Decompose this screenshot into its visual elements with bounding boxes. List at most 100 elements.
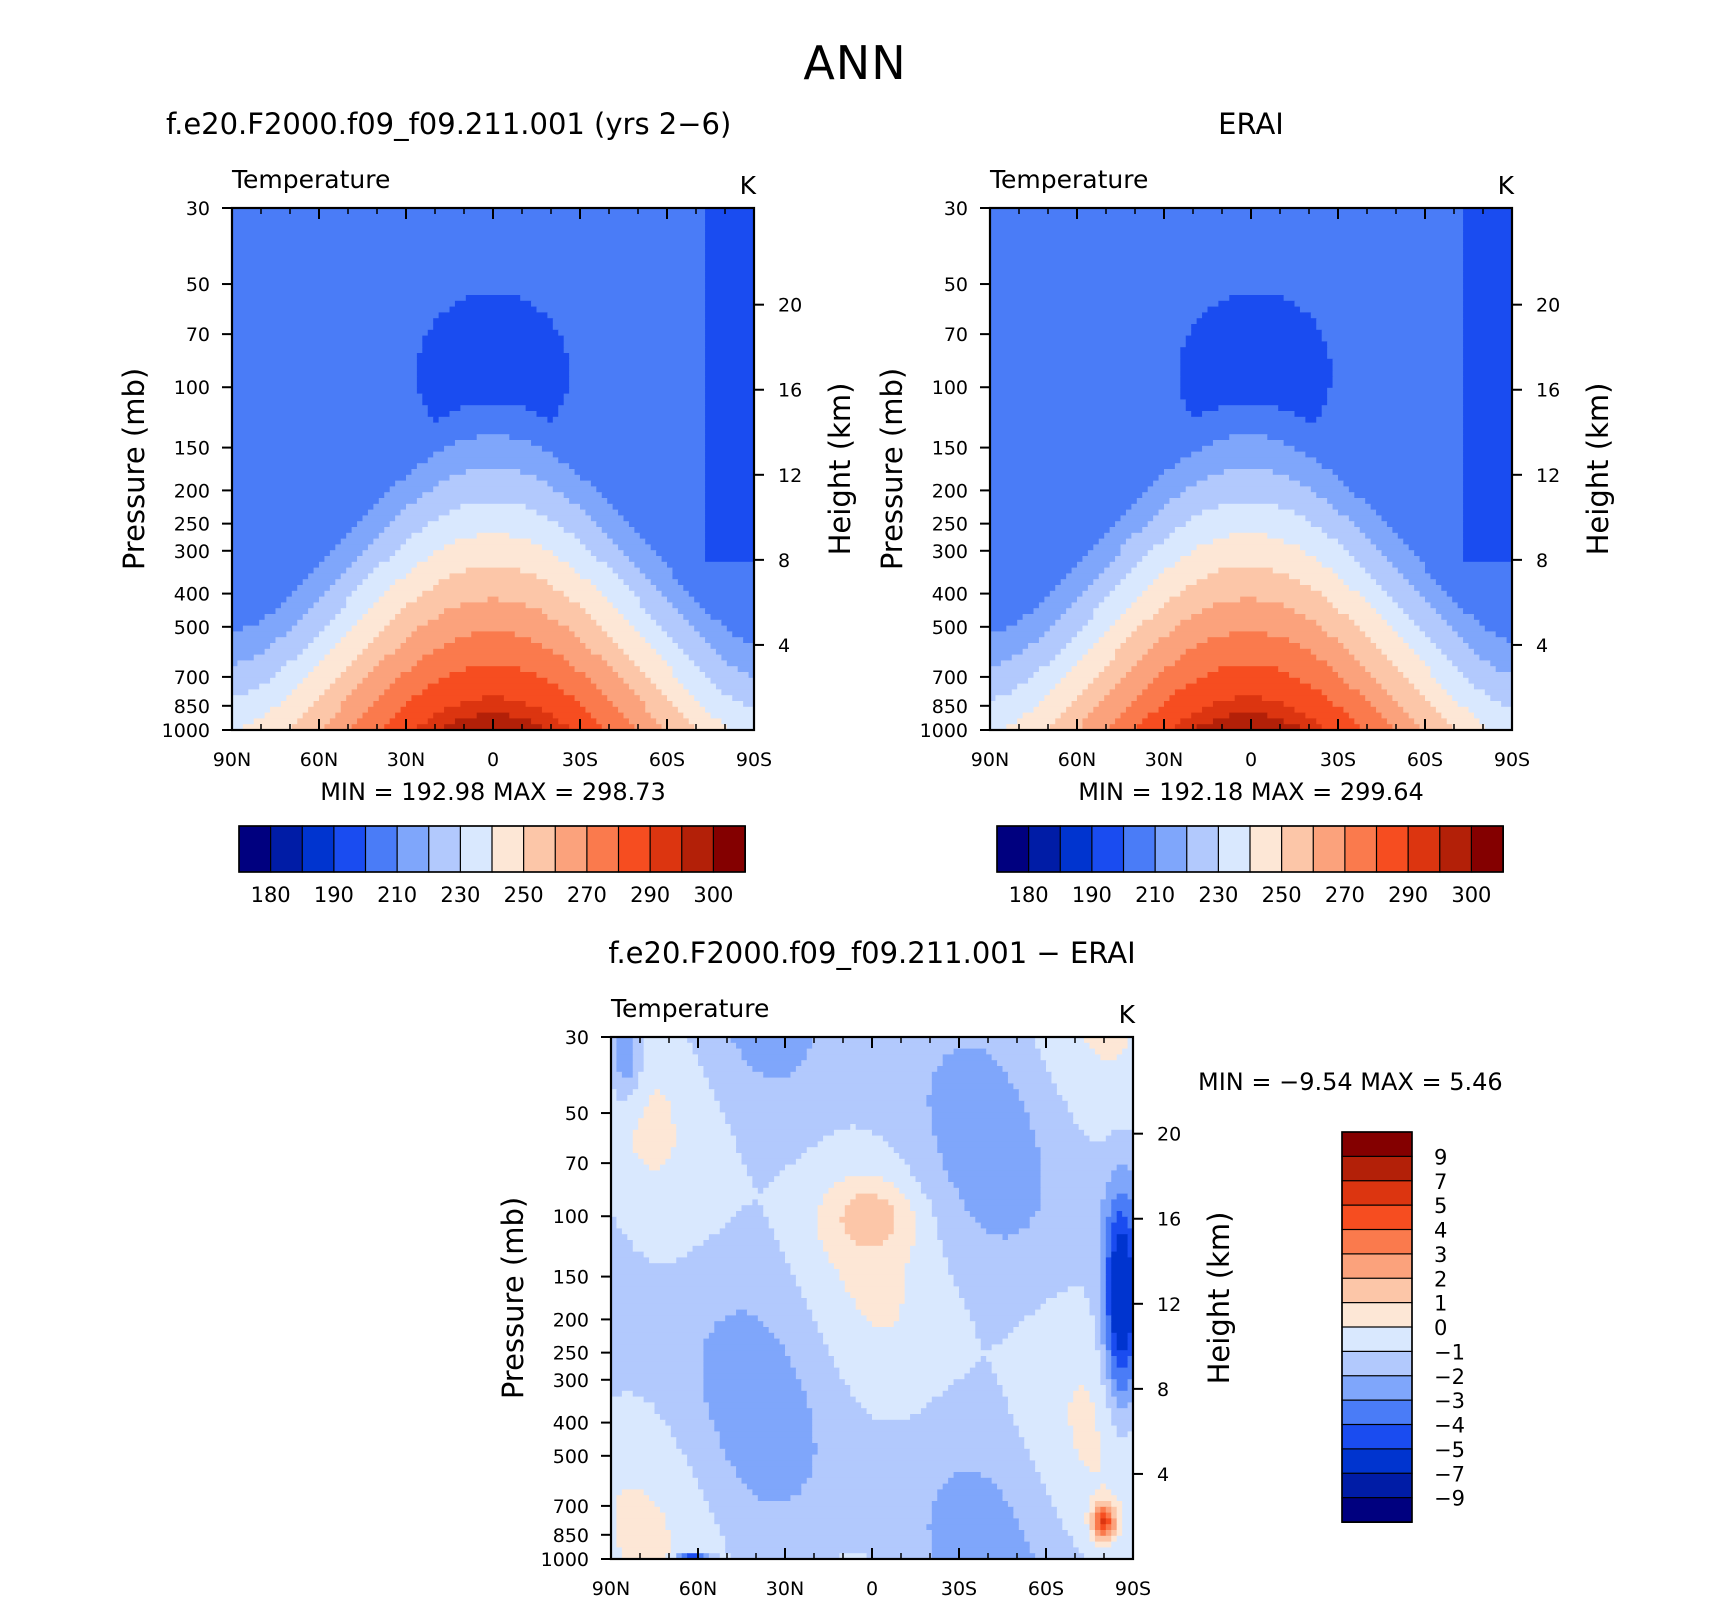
colorbar-model-swatch (459, 825, 494, 873)
colorbar-model-swatch (270, 825, 304, 873)
panel-diff-ytick-label: 300 (553, 1370, 589, 1392)
colorbar-diff-swatch (1341, 1302, 1413, 1329)
panel-diff-y2tick-label: 12 (1157, 1294, 1181, 1316)
colorbar-diff-swatch (1341, 1155, 1413, 1182)
panel-erai-xtick-label: 0 (1245, 749, 1257, 771)
colorbar-erai: 180 190 210 230 250 270 290 300 (996, 825, 1505, 907)
panel-erai-xtick-label: 90N (971, 749, 1009, 771)
colorbar-model-label: 300 (693, 883, 733, 907)
panel-erai-ytick-label: 50 (944, 274, 968, 296)
panel-model-ytick-label: 100 (174, 377, 210, 399)
colorbar-model-swatch (238, 825, 272, 873)
colorbar-diff-swatch (1341, 1131, 1413, 1158)
colorbar-diff-label: −3 (1434, 1389, 1465, 1413)
colorbar-erai-swatch (1439, 825, 1473, 873)
colorbar-model-label: 230 (440, 883, 480, 907)
panel-model-field (232, 208, 755, 731)
colorbar-erai-swatch (1407, 825, 1441, 873)
panel-erai-xtick-label: 30S (1320, 749, 1356, 771)
panel-erai-ylabel: Pressure (mb) (875, 368, 909, 570)
panel-diff-ytick-label: 30 (565, 1027, 589, 1049)
panel-model-xtick-label: 90N (213, 749, 251, 771)
panel-model-ytick-label: 400 (174, 584, 210, 606)
panel-diff-ytick-label: 400 (553, 1413, 589, 1435)
colorbar-diff-label: 5 (1434, 1194, 1447, 1218)
panel-erai-y2tick-label: 16 (1536, 380, 1560, 402)
colorbar-erai-swatch (1249, 825, 1283, 873)
panel-model-y2tick-label: 12 (778, 465, 802, 487)
panel-diff-ytick-label: 850 (553, 1525, 589, 1547)
panel-diff-xtick-label: 60N (679, 1578, 717, 1600)
colorbar-erai-label: 210 (1135, 883, 1175, 907)
panel-diff-xtick-label: 60S (1028, 1578, 1064, 1600)
panel-model-ytick-label: 1000 (162, 720, 210, 742)
panel-erai-ytick-label: 200 (932, 480, 968, 502)
panel-model-ytick-label: 850 (174, 696, 210, 718)
colorbar-erai-label: 190 (1072, 883, 1112, 907)
colorbar-diff-swatch (1341, 1423, 1413, 1450)
panel-diff-xtick-label: 0 (866, 1578, 878, 1600)
colorbar-diff-swatch (1341, 1253, 1413, 1280)
colorbar-erai-swatch (1059, 825, 1093, 873)
colorbar-model-swatch (428, 825, 462, 873)
panel-model-ytick-label: 700 (174, 667, 210, 689)
panel-model-ytick-label: 150 (174, 438, 210, 460)
panel-diff-y2tick-label: 16 (1157, 1209, 1181, 1231)
colorbar-erai-label: 250 (1262, 883, 1302, 907)
colorbar-diff-swatch (1341, 1472, 1413, 1499)
colorbar-model-swatch (396, 825, 430, 873)
colorbar-model-swatch (523, 825, 557, 873)
panel-diff-units: K (1119, 1000, 1136, 1029)
panel-model-ytick-label: 300 (174, 541, 210, 563)
panel-erai-y2tick-label: 4 (1536, 635, 1548, 657)
panel-diff-title: f.e20.F2000.f09_f09.211.001 − ERAI (608, 936, 1135, 970)
panel-model-xtick-label: 0 (487, 749, 499, 771)
panel-model-xtick-label: 90S (736, 749, 772, 771)
colorbar-erai-swatch (1122, 825, 1157, 873)
colorbar-diff-label: 3 (1434, 1243, 1447, 1267)
panel-model-xtick-label: 60N (300, 749, 338, 771)
colorbar-diff-swatch (1341, 1448, 1413, 1475)
panel-diff-ytick-label: 200 (553, 1309, 589, 1331)
colorbar-diff-label: −4 (1434, 1414, 1465, 1438)
colorbar-erai-swatch (996, 825, 1030, 873)
panel-diff-xtick-label: 30N (766, 1578, 804, 1600)
panel-model-minmax: MIN = 192.98 MAX = 298.73 (320, 778, 666, 806)
colorbar-erai-label: 230 (1198, 883, 1238, 907)
panel-diff-ytick-label: 1000 (541, 1549, 589, 1571)
panel-diff-minmax: MIN = −9.54 MAX = 5.46 (1198, 1068, 1503, 1096)
colorbar-diff-label: −9 (1434, 1487, 1465, 1511)
panel-model-ytick-label: 30 (186, 198, 210, 220)
colorbar-erai-swatch (1375, 825, 1410, 873)
panel-diff-ytick-label: 250 (553, 1343, 589, 1365)
colorbar-model-swatch (617, 825, 652, 873)
panel-model-y2tick-label: 20 (778, 295, 802, 317)
colorbar-model-swatch (712, 825, 747, 873)
panel-erai-y2tick-label: 12 (1536, 465, 1560, 487)
colorbar-model-swatch (301, 825, 335, 873)
panel-model-xtick-label: 30S (562, 749, 598, 771)
panel-diff-xtick-label: 30S (941, 1578, 977, 1600)
panel-erai-ytick-label: 30 (944, 198, 968, 220)
colorbar-diff-label: 0 (1434, 1316, 1447, 1340)
colorbar-diff-label: −2 (1434, 1365, 1465, 1389)
colorbar-diff-frame (1341, 1131, 1413, 1523)
colorbar-erai-swatch (1091, 825, 1125, 873)
panel-erai-ytick-label: 250 (932, 514, 968, 536)
panel-erai-ytick-label: 700 (932, 667, 968, 689)
panel-model-y2tick-label: 16 (778, 380, 802, 402)
panel-diff-ytick-label: 100 (553, 1206, 589, 1228)
colorbar-model-swatch (681, 825, 715, 873)
panel-erai-ytick-label: 150 (932, 438, 968, 460)
colorbar-model-label: 210 (377, 883, 417, 907)
colorbar-erai-swatch (1281, 825, 1315, 873)
colorbar-model-swatch (586, 825, 620, 873)
panel-diff-y2tick-label: 4 (1157, 1464, 1169, 1486)
panel-erai-minmax: MIN = 192.18 MAX = 299.64 (1078, 778, 1424, 806)
panel-model-ytick-label: 50 (186, 274, 210, 296)
panel-diff-y2tick-label: 8 (1157, 1379, 1169, 1401)
panel-model-ytick-label: 70 (186, 324, 210, 346)
panel-erai-ytick-label: 500 (932, 617, 968, 639)
